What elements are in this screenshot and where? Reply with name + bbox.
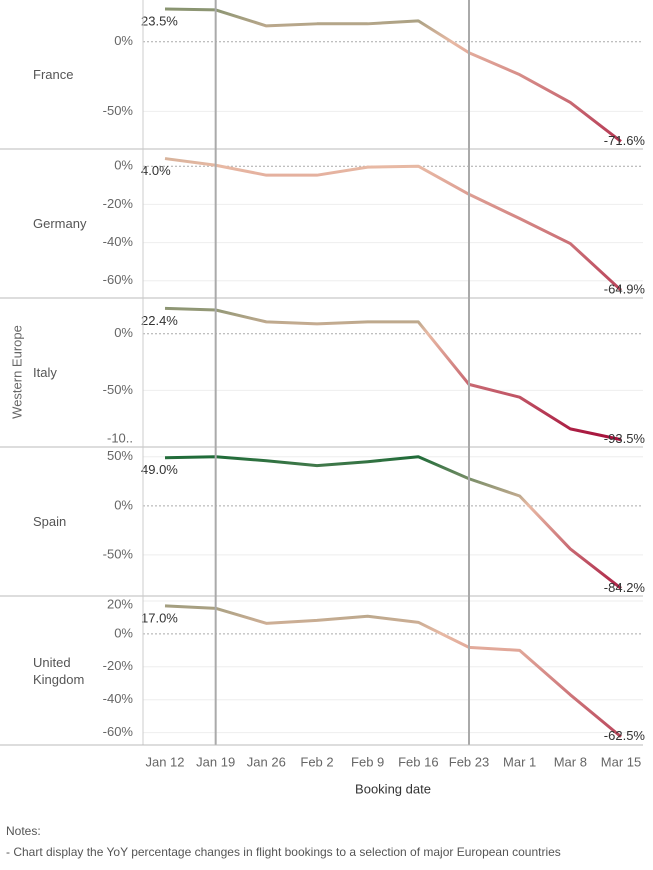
y-tick-label: -40% (103, 691, 134, 706)
panel-label: United Kingdom (33, 654, 85, 687)
x-tick-label: Jan 26 (247, 754, 286, 769)
y-tick-label: 0% (114, 497, 133, 512)
value-label: -93.5% (604, 431, 646, 446)
y-tick-label: 0% (114, 625, 133, 640)
x-axis-title: Booking date (355, 781, 431, 796)
y-axis-title: Western Europe (9, 325, 24, 419)
panel-label: France (33, 67, 74, 82)
value-label: -64.9% (604, 282, 646, 297)
x-tick-label: Jan 12 (145, 754, 184, 769)
series-line (164, 7, 622, 143)
y-tick-label: 0% (114, 325, 133, 340)
x-tick-label: Feb 2 (300, 754, 333, 769)
series-line (164, 455, 622, 590)
notes-line: - Chart display the YoY percentage chang… (6, 845, 561, 859)
x-tick-label: Jan 19 (196, 754, 235, 769)
value-label: 49.0% (141, 462, 178, 477)
value-label: -62.5% (604, 728, 646, 743)
panel-label: Spain (33, 514, 67, 529)
y-tick-label: 50% (107, 448, 133, 463)
x-tick-label: Feb 16 (398, 754, 438, 769)
y-tick-label: 0% (114, 158, 133, 173)
y-tick-label: -20% (103, 658, 134, 673)
y-tick-label: -50% (103, 546, 134, 561)
value-label: 22.4% (141, 313, 178, 328)
x-tick-label: Feb 23 (449, 754, 489, 769)
series-line (164, 157, 623, 292)
series-line (164, 306, 622, 442)
y-tick-label: -60% (103, 272, 134, 287)
x-tick-label: Mar 15 (601, 754, 641, 769)
value-label: -84.2% (604, 580, 646, 595)
series-line (164, 604, 622, 738)
value-label: 23.5% (141, 13, 178, 28)
y-tick-label: -10.. (107, 430, 133, 445)
y-tick-label: 20% (107, 596, 133, 611)
value-label: 4.0% (141, 163, 171, 178)
x-tick-label: Feb 9 (351, 754, 384, 769)
y-tick-label: -50% (103, 382, 134, 397)
x-tick-label: Mar 8 (554, 754, 587, 769)
value-label: 17.0% (141, 610, 178, 625)
panel-label: Italy (33, 365, 57, 380)
y-tick-label: -20% (103, 196, 134, 211)
notes-heading: Notes: (6, 824, 41, 838)
value-label: -71.6% (604, 133, 646, 148)
x-tick-label: Mar 1 (503, 754, 536, 769)
y-tick-label: -60% (103, 724, 134, 739)
y-tick-label: 0% (114, 33, 133, 48)
panel-label: Germany (33, 216, 87, 231)
y-tick-label: -50% (103, 103, 134, 118)
y-tick-label: -40% (103, 234, 134, 249)
